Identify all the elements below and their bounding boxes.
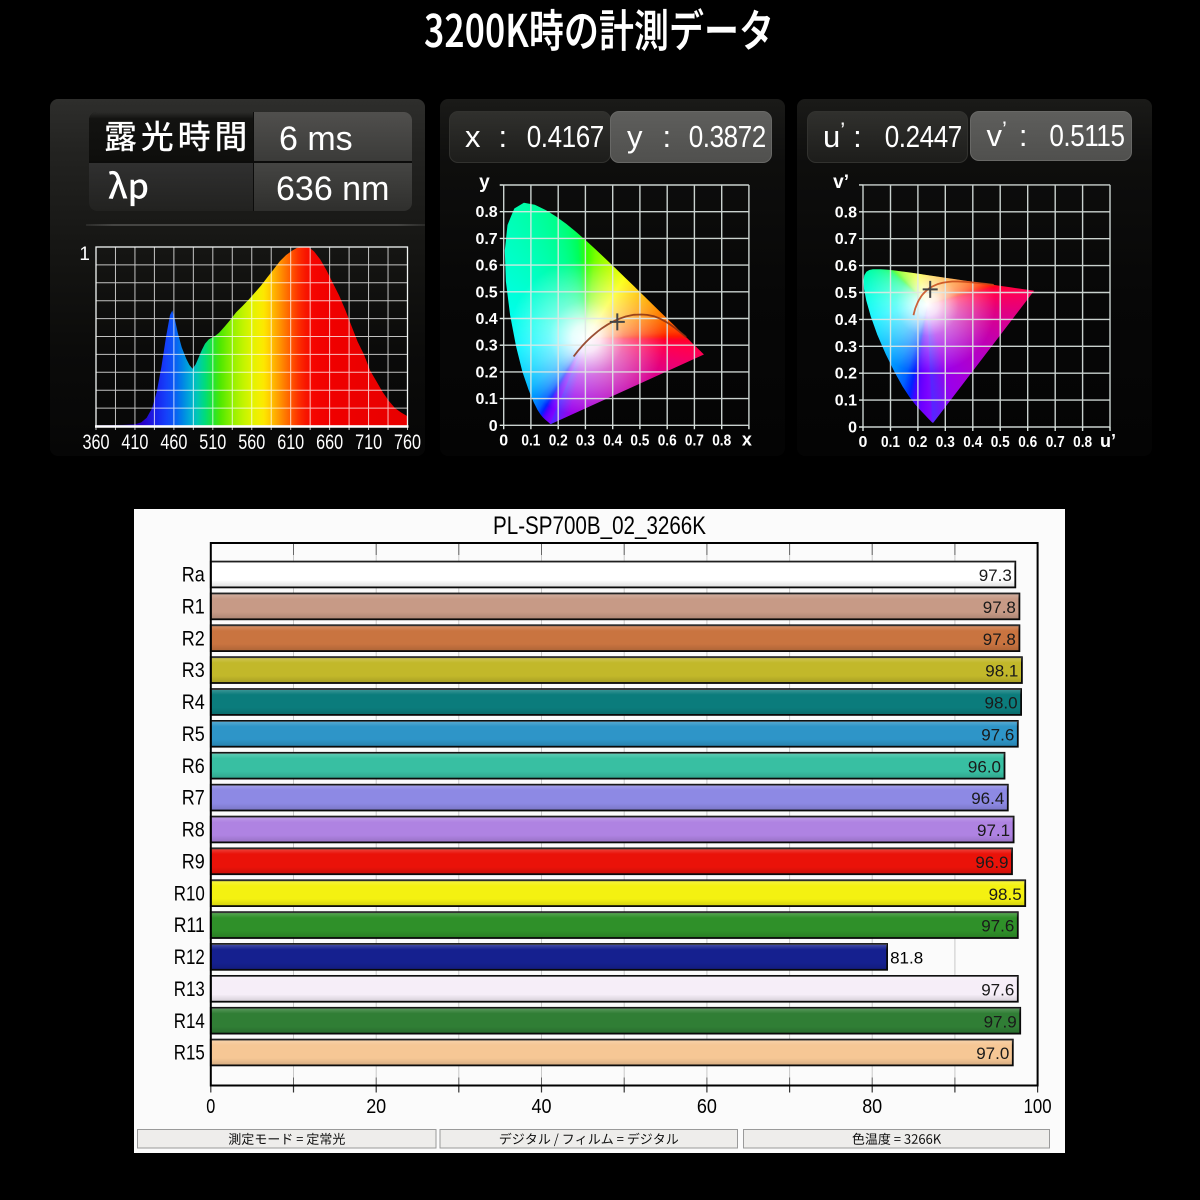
- svg-text:96.0: 96.0: [968, 757, 1001, 776]
- svg-text:R15: R15: [174, 1042, 205, 1065]
- svg-text:R13: R13: [174, 978, 205, 1001]
- svg-text:410: 410: [121, 431, 148, 454]
- svg-text:610: 610: [277, 431, 304, 454]
- svg-text:0.2: 0.2: [908, 434, 927, 451]
- svg-text:PL-SP700B_02_3266K: PL-SP700B_02_3266K: [493, 512, 706, 540]
- svg-text:R10: R10: [174, 882, 205, 905]
- svg-text:0: 0: [848, 420, 857, 437]
- svg-text:0.4: 0.4: [835, 312, 857, 329]
- svg-text:x: x: [742, 429, 752, 449]
- svg-text:R3: R3: [182, 659, 205, 682]
- svg-text:97.3: 97.3: [979, 566, 1012, 585]
- svg-text:81.8: 81.8: [890, 949, 923, 968]
- svg-text:98.1: 98.1: [985, 662, 1018, 681]
- svg-text:0.8: 0.8: [1073, 434, 1092, 451]
- svg-text:R8: R8: [182, 819, 205, 842]
- svg-text:0.4: 0.4: [475, 311, 497, 328]
- svg-text:660: 660: [316, 431, 343, 454]
- svg-text:0.2: 0.2: [475, 364, 497, 381]
- svg-text:R12: R12: [174, 946, 205, 969]
- svg-text:460: 460: [160, 431, 187, 454]
- svg-text:97.6: 97.6: [981, 917, 1014, 936]
- svg-text:0.3: 0.3: [475, 338, 497, 355]
- svg-text:0.1: 0.1: [521, 432, 540, 449]
- svg-text:0.1: 0.1: [475, 391, 497, 408]
- svg-text:1: 1: [79, 244, 90, 265]
- svg-text:0.1: 0.1: [835, 393, 857, 410]
- svg-text:40: 40: [532, 1096, 552, 1118]
- svg-text:100: 100: [1024, 1096, 1052, 1118]
- svg-text:96.4: 96.4: [971, 789, 1004, 808]
- svg-text:R11: R11: [174, 914, 205, 937]
- svg-text:0.6: 0.6: [475, 258, 497, 275]
- svg-text:0.1: 0.1: [881, 434, 900, 451]
- svg-text:97.6: 97.6: [981, 725, 1014, 744]
- svg-text:Ra: Ra: [182, 564, 205, 587]
- svg-text:0.7: 0.7: [475, 231, 497, 248]
- svg-text:0.8: 0.8: [475, 204, 497, 221]
- svg-text:97.6: 97.6: [981, 980, 1014, 999]
- svg-text:97.8: 97.8: [983, 630, 1016, 649]
- svg-text:0.5: 0.5: [991, 434, 1010, 451]
- svg-text:y: y: [479, 172, 490, 193]
- svg-text:80: 80: [862, 1096, 882, 1118]
- svg-text:0: 0: [206, 1096, 215, 1118]
- svg-text:v’: v’: [833, 172, 849, 193]
- svg-text:0.5: 0.5: [835, 285, 857, 302]
- svg-text:0.8: 0.8: [835, 204, 857, 221]
- svg-text:760: 760: [394, 431, 421, 454]
- svg-text:0.7: 0.7: [685, 432, 704, 449]
- svg-text:R5: R5: [182, 723, 205, 746]
- svg-text:0.6: 0.6: [658, 432, 677, 449]
- svg-text:97.1: 97.1: [977, 821, 1010, 840]
- svg-text:0.6: 0.6: [835, 258, 857, 275]
- svg-text:0.7: 0.7: [835, 231, 857, 248]
- svg-text:97.8: 97.8: [983, 598, 1016, 617]
- svg-text:R14: R14: [174, 1010, 205, 1033]
- svg-text:0.4: 0.4: [603, 432, 622, 449]
- svg-text:0.5: 0.5: [475, 284, 497, 301]
- svg-text:710: 710: [355, 431, 382, 454]
- svg-text:0.6: 0.6: [1018, 434, 1037, 451]
- svg-text:510: 510: [199, 431, 226, 454]
- svg-text:0.4: 0.4: [963, 434, 982, 451]
- svg-text:u’: u’: [1100, 431, 1116, 451]
- svg-text:R6: R6: [182, 755, 205, 778]
- svg-text:0: 0: [859, 434, 868, 451]
- svg-text:R1: R1: [182, 596, 205, 619]
- svg-text:96.9: 96.9: [975, 853, 1008, 872]
- svg-text:60: 60: [697, 1096, 717, 1118]
- svg-text:R7: R7: [182, 787, 205, 810]
- svg-text:0: 0: [499, 432, 508, 449]
- svg-text:0: 0: [489, 418, 498, 435]
- svg-text:R9: R9: [182, 850, 205, 873]
- svg-text:0.5: 0.5: [630, 432, 649, 449]
- svg-text:0.2: 0.2: [835, 366, 857, 383]
- svg-text:97.9: 97.9: [984, 1012, 1017, 1031]
- svg-text:R2: R2: [182, 627, 205, 650]
- svg-text:98.5: 98.5: [989, 885, 1022, 904]
- svg-text:20: 20: [366, 1096, 386, 1118]
- svg-text:0.3: 0.3: [936, 434, 955, 451]
- svg-text:98.0: 98.0: [985, 694, 1018, 713]
- svg-text:0.2: 0.2: [549, 432, 568, 449]
- svg-text:0.7: 0.7: [1046, 434, 1065, 451]
- svg-text:97.0: 97.0: [976, 1044, 1009, 1063]
- svg-text:360: 360: [83, 431, 110, 454]
- svg-text:0.8: 0.8: [712, 432, 731, 449]
- svg-text:R4: R4: [182, 691, 205, 714]
- svg-text:560: 560: [238, 431, 265, 454]
- svg-text:0.3: 0.3: [576, 432, 595, 449]
- svg-text:0.3: 0.3: [835, 339, 857, 356]
